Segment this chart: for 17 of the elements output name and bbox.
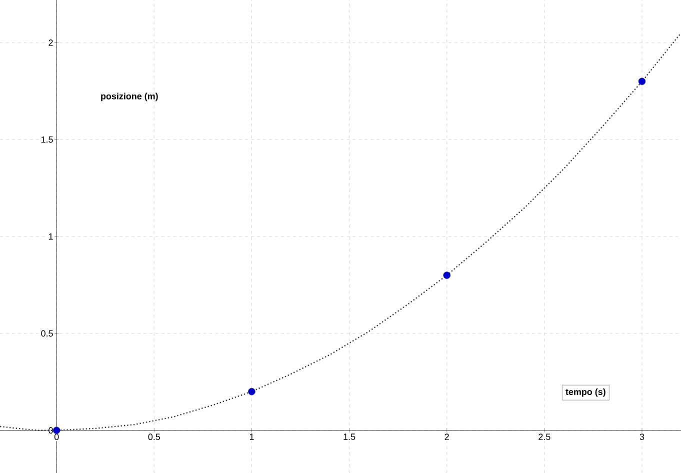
x-tick-label: 1 (250, 434, 254, 440)
y-axis-title: posizione (m) (101, 92, 158, 102)
y-tick-label: 1.5 (41, 136, 53, 143)
x-tick-label: 2.5 (538, 434, 550, 440)
point (443, 272, 451, 279)
y-tick-label: 0 (48, 427, 53, 434)
x-tick-label: 2 (444, 434, 449, 440)
x-tick-label: 3 (640, 434, 644, 440)
x-tick-label: 0 (54, 434, 59, 440)
x-tick-label: 1.5 (344, 434, 356, 440)
x-axis-title: tempo (s) (566, 388, 606, 397)
point (638, 78, 646, 86)
y-tick-label: 2 (48, 40, 53, 46)
point (248, 388, 256, 396)
x-tick-label: 0.5 (148, 434, 160, 440)
y-tick-label: 0.5 (41, 330, 53, 337)
y-tick-label: 1 (48, 233, 53, 240)
